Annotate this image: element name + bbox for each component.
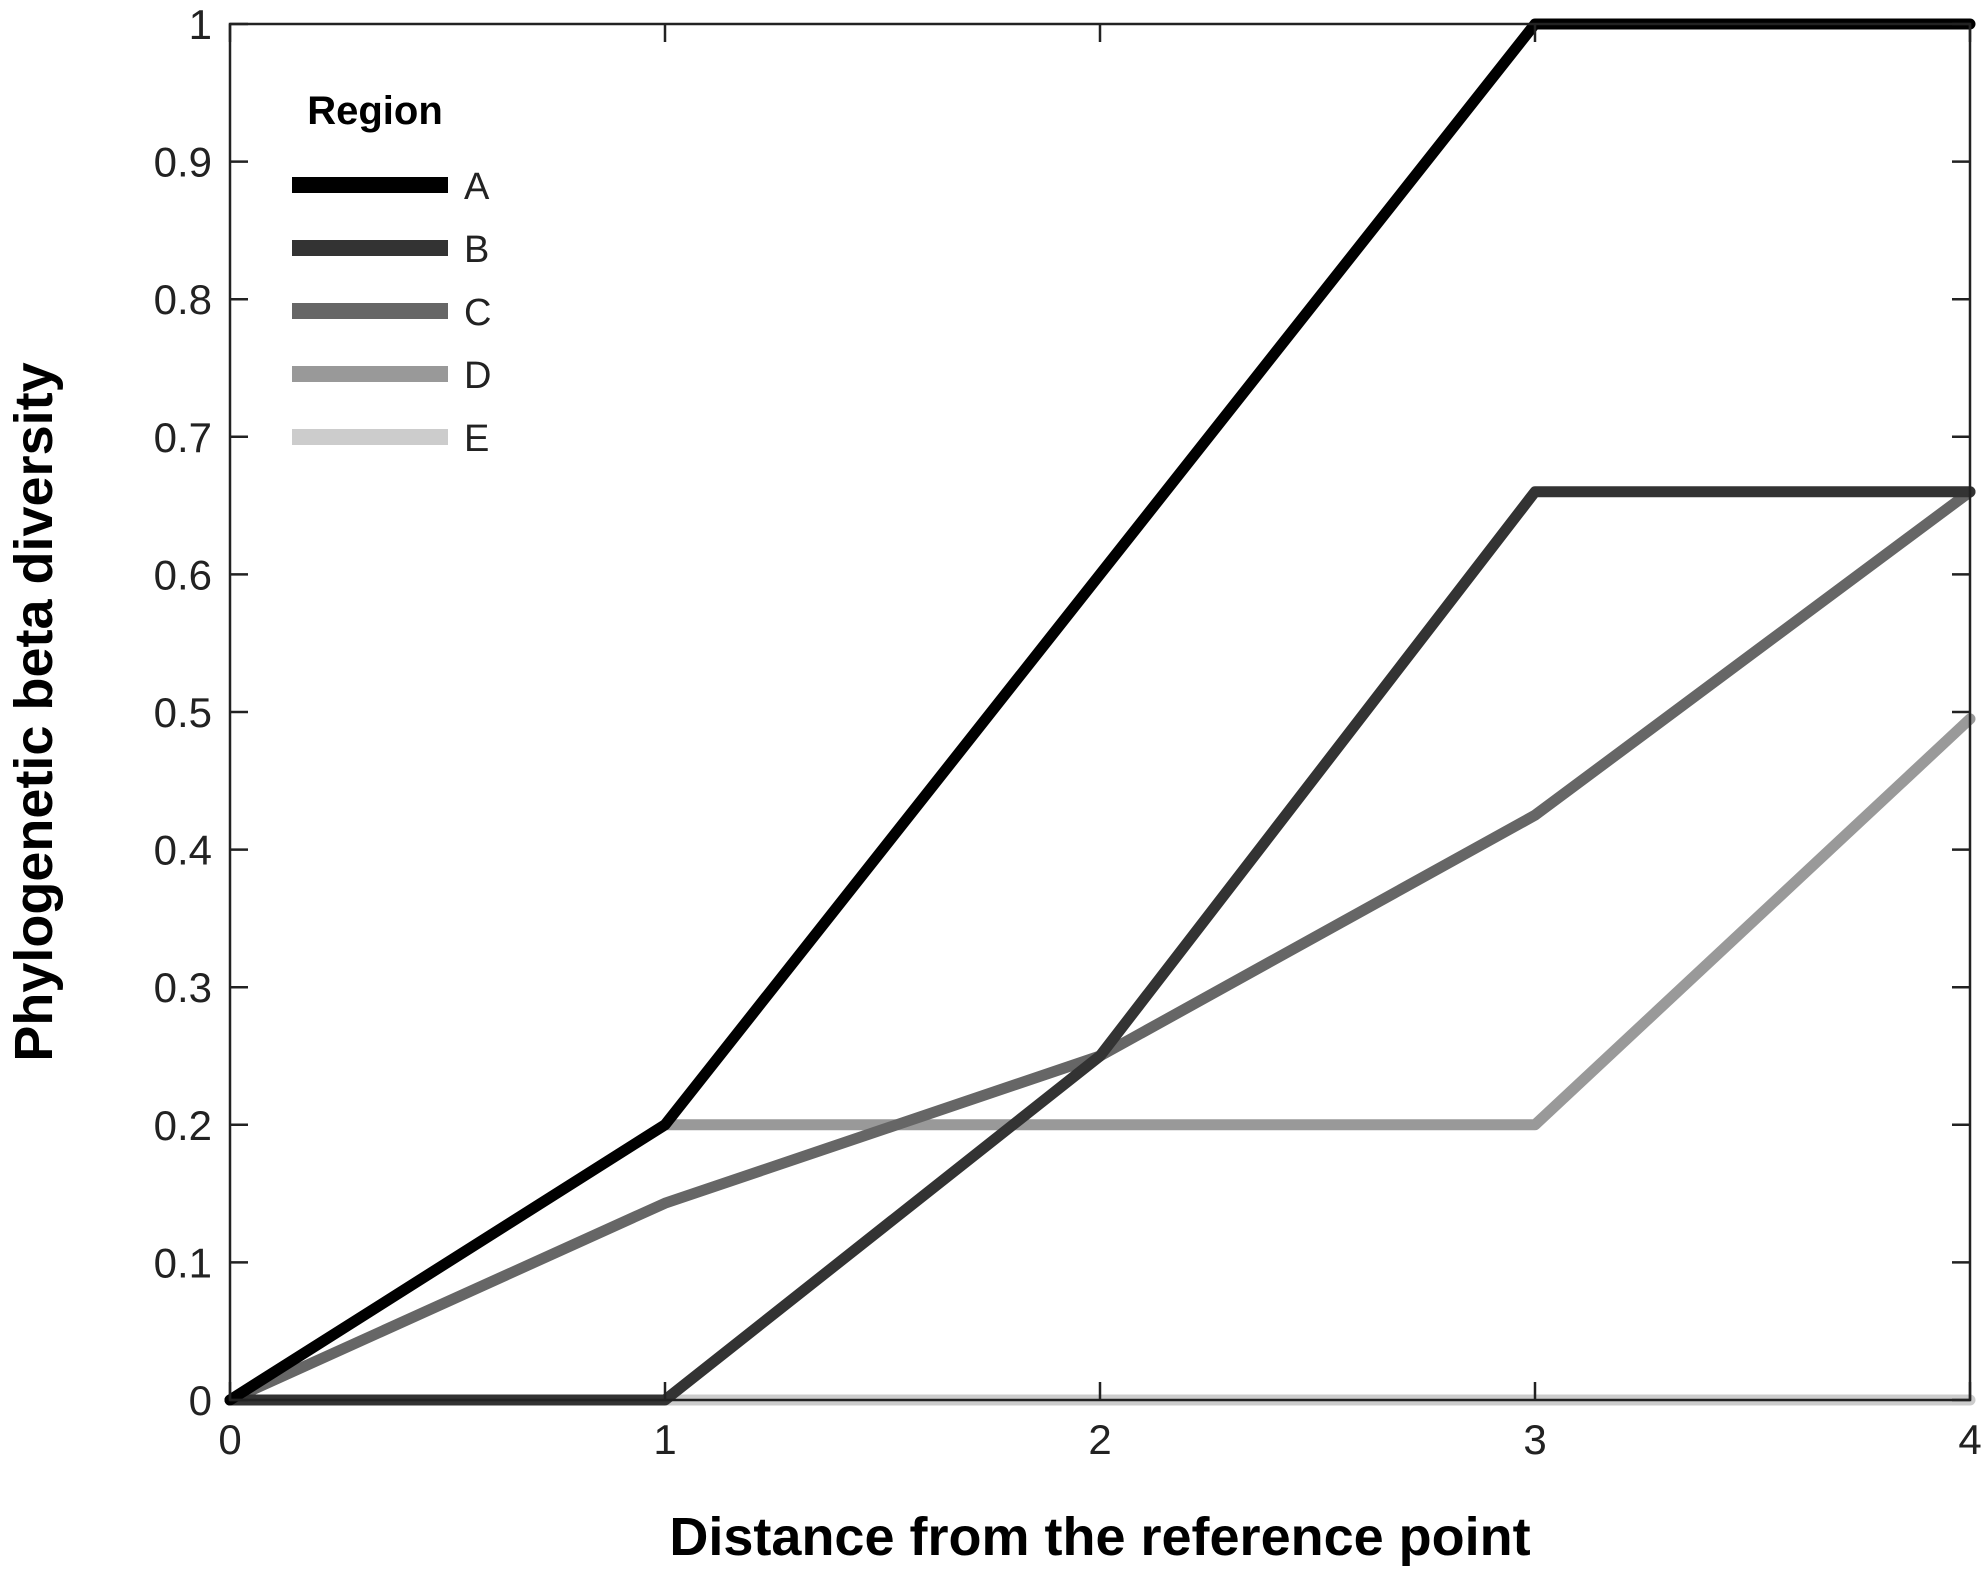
legend-item-c: C — [292, 292, 491, 334]
ticks-layer: 0 1 2 3 4 0 0.1 0.2 0.3 0.4 0.5 0.6 0.7 0.8 0.9 1 — [154, 1, 1982, 1463]
y-tick-label: 0 — [189, 1377, 212, 1424]
y-tick-label: 0.7 — [154, 414, 212, 461]
legend-item-d: D — [292, 355, 491, 397]
x-tick-label: 1 — [653, 1416, 676, 1463]
y-tick-label: 0.6 — [154, 551, 212, 598]
y-tick-label: 1 — [189, 1, 212, 48]
y-tick-label: 0.9 — [154, 139, 212, 186]
y-tick-label: 0.4 — [154, 827, 212, 874]
x-axis-title: Distance from the reference point — [669, 1507, 1530, 1567]
legend-item-b: B — [292, 229, 489, 271]
y-tick-label: 0.3 — [154, 964, 212, 1011]
y-axis-title: Phylogenetic beta diversity — [4, 362, 64, 1061]
x-tick-label: 2 — [1088, 1416, 1111, 1463]
legend-label: E — [464, 418, 489, 460]
legend-label: D — [464, 355, 491, 397]
legend-label: C — [464, 292, 491, 334]
legend-title: Region — [307, 89, 443, 133]
y-tick-label: 0.8 — [154, 276, 212, 323]
y-tick-label: 0.5 — [154, 689, 212, 736]
x-tick-label: 4 — [1958, 1416, 1981, 1463]
y-tick-label: 0.2 — [154, 1102, 212, 1149]
legend-label: B — [464, 229, 489, 271]
legend-item-a: A — [292, 166, 490, 208]
x-tick-label: 0 — [218, 1416, 241, 1463]
x-tick-label: 3 — [1523, 1416, 1546, 1463]
legend-item-e: E — [292, 418, 489, 460]
legend-label: A — [464, 166, 490, 208]
y-tick-label: 0.1 — [154, 1239, 212, 1286]
